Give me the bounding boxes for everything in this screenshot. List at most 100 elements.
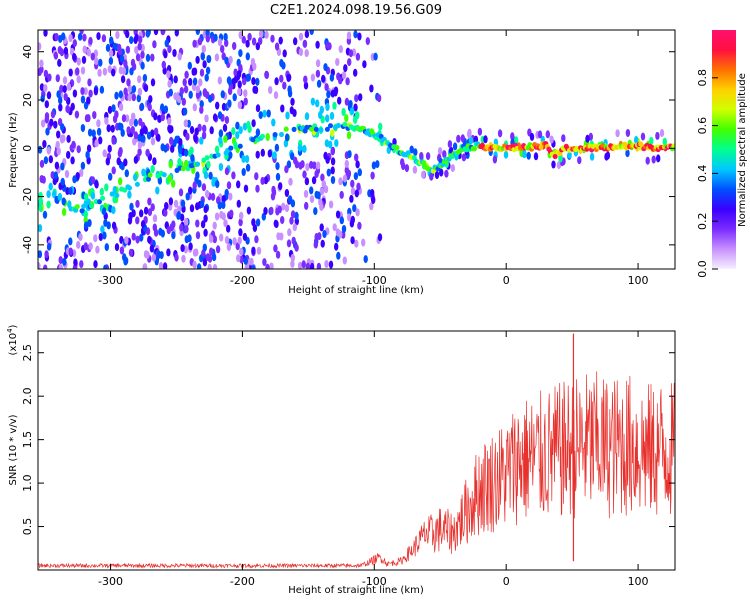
heatmap-cell — [246, 73, 251, 82]
heatmap-cell — [118, 177, 123, 186]
heatmap-cell — [207, 263, 212, 269]
heatmap-cell — [66, 150, 71, 159]
heatmap-cell — [74, 110, 80, 119]
heatmap-cell — [321, 74, 326, 83]
heatmap-cell — [205, 253, 211, 262]
heatmap-cell — [337, 96, 342, 105]
snr-series — [38, 333, 675, 569]
y-tick-label: 1.5 — [21, 431, 34, 449]
heatmap-cell — [324, 260, 329, 268]
heatmap-cell — [513, 136, 519, 145]
heatmap-cell — [94, 180, 99, 189]
heatmap-cell — [173, 199, 179, 208]
heatmap-cell — [102, 149, 107, 158]
heatmap-cell — [243, 184, 249, 193]
heatmap-cell — [231, 171, 236, 180]
heatmap-ridge-cell — [195, 161, 201, 167]
heatmap-cell — [301, 260, 306, 269]
heatmap-ridge-cell — [291, 126, 297, 132]
heatmap-cell — [217, 38, 223, 47]
heatmap-cell — [251, 264, 256, 269]
heatmap-cell — [221, 201, 226, 209]
heatmap-cell — [274, 77, 279, 86]
heatmap-cell — [347, 150, 352, 159]
heatmap-cell — [634, 136, 639, 144]
heatmap-cell — [188, 186, 193, 195]
x-tick-label: -100 — [362, 575, 387, 588]
heatmap-cell — [195, 30, 200, 35]
heatmap-cell — [318, 111, 323, 119]
heatmap-cell — [42, 140, 47, 148]
heatmap-ridge-cell — [100, 195, 106, 201]
heatmap-cell — [90, 52, 96, 61]
heatmap-cell — [49, 118, 54, 127]
spectrogram-y-ticks: -40 -20 0 20 40 — [21, 45, 675, 254]
heatmap-cell — [174, 253, 179, 262]
heatmap-cell — [83, 193, 89, 201]
heatmap-cell — [86, 114, 91, 123]
heatmap-cell — [233, 141, 238, 150]
heatmap-cell — [371, 196, 376, 204]
heatmap-cell — [195, 171, 200, 180]
heatmap-cell — [242, 232, 248, 241]
heatmap-cell — [117, 122, 122, 131]
heatmap-cell — [44, 115, 49, 124]
heatmap-cell — [38, 250, 43, 259]
heatmap-cell — [655, 131, 660, 140]
heatmap-cell — [355, 52, 361, 61]
heatmap-cell — [194, 127, 199, 136]
heatmap-cell — [223, 135, 228, 143]
heatmap-cell — [44, 250, 49, 259]
heatmap-ridge-cell — [81, 203, 87, 209]
heatmap-cell — [88, 36, 93, 45]
heatmap-cell — [297, 261, 303, 269]
heatmap-cell — [133, 173, 138, 182]
heatmap-cell — [38, 262, 41, 269]
heatmap-cell — [208, 171, 213, 180]
heatmap-cell — [255, 77, 260, 86]
heatmap-cell — [131, 209, 136, 218]
heatmap-cell — [143, 84, 149, 92]
heatmap-cell — [348, 100, 353, 108]
heatmap-cell — [281, 202, 286, 211]
heatmap-cell — [237, 236, 242, 245]
colorbar-gradient — [712, 30, 736, 269]
heatmap-cell — [305, 163, 310, 171]
heatmap-cell — [549, 135, 554, 144]
heatmap-cell — [195, 219, 200, 228]
y-tick-label: -40 — [21, 236, 34, 254]
heatmap-cell — [412, 165, 418, 174]
heatmap-cell — [335, 228, 341, 237]
heatmap-cell — [356, 182, 361, 191]
heatmap-cell — [232, 42, 237, 50]
heatmap-cell — [310, 97, 316, 106]
heatmap-cell — [63, 46, 69, 55]
heatmap-cell — [142, 74, 148, 82]
heatmap-cell — [497, 129, 503, 138]
heatmap-cell — [250, 58, 256, 66]
heatmap-cell — [87, 128, 93, 137]
heatmap-cell — [273, 219, 278, 228]
heatmap-cell — [88, 89, 93, 98]
heatmap-cell — [203, 205, 208, 214]
heatmap-cell — [238, 31, 243, 40]
heatmap-cell — [304, 49, 309, 58]
heatmap-cell — [40, 119, 46, 128]
heatmap-cell — [54, 161, 60, 170]
heatmap-cell — [88, 242, 93, 251]
heatmap-cell — [224, 116, 230, 124]
heatmap-cell — [68, 68, 73, 77]
heatmap-ridge-cell — [671, 143, 675, 149]
x-tick-label: 100 — [628, 274, 649, 287]
heatmap-cell — [233, 75, 239, 84]
heatmap-cell — [46, 242, 52, 251]
heatmap-cell — [117, 149, 123, 158]
heatmap-cell — [96, 119, 101, 128]
heatmap-cell — [302, 144, 307, 153]
heatmap-cell — [125, 30, 130, 39]
heatmap-cell — [241, 35, 246, 44]
heatmap-cell — [604, 152, 609, 161]
heatmap-cell — [146, 131, 152, 140]
heatmap-cell — [66, 134, 71, 143]
heatmap-cell — [255, 42, 260, 51]
